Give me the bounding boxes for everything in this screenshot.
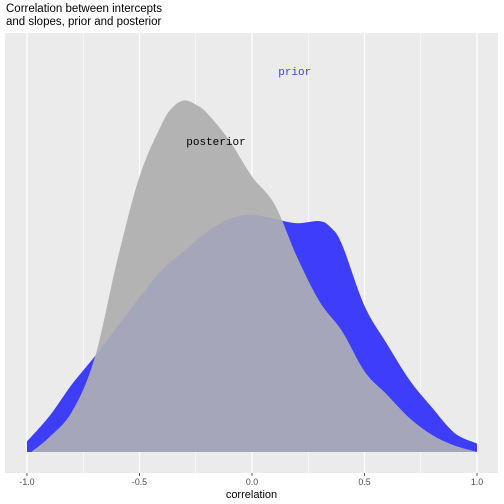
annotation-posterior: posterior: [186, 137, 245, 149]
x-axis-title: correlation: [226, 489, 277, 501]
density-areas: [27, 100, 477, 452]
x-axis: -1.0 -0.5 0.0 0.5 1.0: [19, 473, 483, 487]
x-tick-label-2: 0.0: [246, 477, 258, 487]
chart-title: Correlation between intercepts and slope…: [6, 3, 162, 29]
x-tick-label-0: -1.0: [19, 477, 34, 487]
annotations: prior posterior: [186, 67, 311, 149]
x-tick-label-4: 1.0: [471, 477, 483, 487]
overlap-density-area: [31, 214, 477, 452]
chart-title-line-2: and slopes, prior and posterior: [6, 16, 162, 28]
x-tick-label-1: -0.5: [132, 477, 147, 487]
annotation-prior: prior: [278, 67, 311, 79]
chart-title-line-1: Correlation between intercepts: [6, 3, 162, 15]
x-tick-label-3: 0.5: [358, 477, 370, 487]
